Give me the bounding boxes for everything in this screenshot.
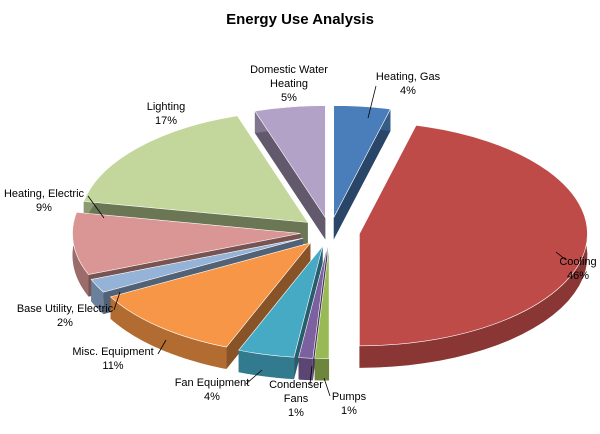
leader-line-heating-electric [87, 195, 105, 219]
leader-line-misc-equipment [157, 339, 167, 355]
slice-label-misc-equipment: Misc. Equipment 11% [72, 346, 153, 372]
slice-label-domestic-water-heating: Domestic Water Heating 5% [250, 64, 328, 104]
slice-wall-base-utility-electric [91, 279, 104, 315]
slice-value-condenser-fans: 1% [288, 407, 304, 419]
slice-base-utility-electric [90, 237, 304, 293]
slice-label-lighting: Lighting 17% [147, 101, 186, 127]
slice-value-base-utility-electric: 2% [57, 317, 73, 329]
pie-slices [72, 105, 588, 381]
leader-line-cooling [555, 251, 567, 261]
leader-line-pumps [323, 377, 331, 397]
slice-misc-equipment [109, 242, 312, 348]
slice-value-misc-equipment: 11% [102, 360, 123, 372]
slice-label-fan-equipment: Fan Equipment 4% [175, 377, 250, 403]
leader-line-condenser-fans [309, 365, 313, 385]
slice-value-domestic-water-heating: 5% [281, 92, 297, 104]
slice-label-cooling: Cooling 46% [559, 256, 596, 282]
slice-side-fan-equipment-0 [294, 246, 323, 380]
slice-pumps [314, 246, 330, 359]
slice-label-heating-gas: Heating, Gas 4% [376, 71, 441, 97]
leader-line-heating-gas [367, 85, 377, 119]
slice-side-domestic-water-heating-0 [254, 111, 326, 240]
slice-label-pumps: Pumps 1% [332, 391, 367, 417]
slice-value-pumps: 1% [341, 405, 357, 417]
slice-side-heating-gas-1 [333, 109, 391, 240]
chart-title: Energy Use Analysis [226, 11, 374, 28]
slice-domestic-water-heating [254, 105, 326, 219]
pie-labels: Heating, Gas 4% Cooling 46% Pumps 1% Condenser… [4, 64, 597, 419]
slice-value-lighting: 17% [155, 115, 177, 127]
slice-wall-pumps [314, 358, 330, 381]
slice-wall-condenser-fans [298, 357, 313, 381]
slice-value-heating-electric: 9% [36, 202, 52, 214]
slice-side-base-utility-electric-1 [91, 238, 304, 302]
slice-heating-electric [72, 212, 301, 275]
leader-line-fan-equipment [245, 369, 263, 385]
slice-value-fan-equipment: 4% [204, 391, 220, 403]
slice-fan-equipment [238, 245, 323, 358]
slice-label-base-utility-electric: Base Utility, Electric 2% [17, 303, 114, 329]
leader-line-base-utility-electric [113, 291, 121, 311]
slice-cooling [359, 125, 588, 347]
slice-condenser-fans [298, 246, 328, 359]
slice-label-heating-electric: Heating, Electric 9% [4, 188, 85, 214]
slice-value-cooling: 46% [567, 270, 589, 282]
slice-label-condenser-fans: Condenser Fans 1% [269, 379, 323, 419]
slice-heating-gas [333, 105, 391, 218]
slice-lighting [83, 115, 309, 223]
slice-wall-fan-equipment [238, 350, 295, 380]
slice-wall-misc-equipment [110, 296, 227, 370]
slice-side-misc-equipment-0 [226, 242, 311, 370]
slice-value-heating-gas: 4% [400, 85, 416, 97]
